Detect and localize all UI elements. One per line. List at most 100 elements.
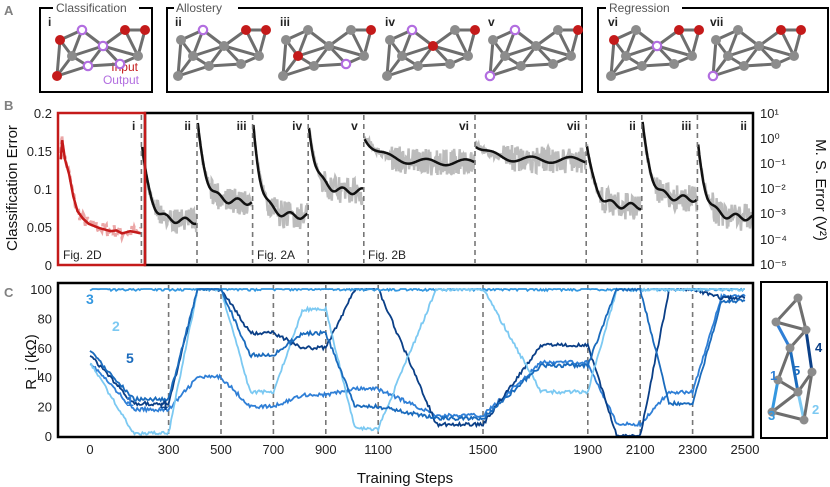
- inset-node: [771, 317, 781, 327]
- network-label-v: v: [488, 15, 495, 29]
- network-node: [621, 51, 631, 61]
- regression-title: Regression: [609, 1, 670, 15]
- input-node: [609, 35, 619, 45]
- network-edge: [297, 44, 330, 58]
- inset-resistor-edge: [770, 379, 780, 413]
- inset-edge: [796, 297, 808, 331]
- input-node: [470, 25, 480, 35]
- network-label-vii: vii: [710, 15, 723, 29]
- network-diagram: [382, 24, 480, 81]
- output-node: [406, 24, 418, 36]
- ms-error-line-ii: [585, 146, 641, 211]
- input-node: [796, 25, 806, 35]
- network-node: [500, 51, 510, 61]
- network-node: [771, 59, 781, 69]
- network-edge: [711, 39, 718, 77]
- input-node: [674, 25, 684, 35]
- xtick: 1100: [364, 442, 392, 457]
- network-node: [413, 61, 423, 71]
- resistance-series-5: [89, 287, 746, 422]
- network-node: [553, 25, 563, 35]
- resistance-ylabel: R_i (kΩ): [23, 334, 40, 389]
- ms-error-line-vi: [363, 138, 475, 167]
- input-node: [55, 35, 65, 45]
- ytick: 10⁻⁴: [760, 232, 787, 247]
- task-label: i: [132, 119, 135, 133]
- resistance-series-label: 4: [160, 397, 168, 413]
- network-node: [219, 41, 229, 51]
- network-diagram: [52, 24, 150, 81]
- resistance-series-label: 1: [126, 393, 134, 409]
- network-node: [548, 59, 558, 69]
- network-diagram: [606, 25, 704, 81]
- inset-resistor-edge: [796, 391, 806, 421]
- ms-error-line-ii: [140, 146, 197, 226]
- output-node: [340, 58, 352, 70]
- input-node: [428, 41, 438, 51]
- network-node: [606, 71, 616, 81]
- inset-edge-label: 2: [812, 402, 819, 417]
- network-edge: [417, 62, 451, 68]
- xtick: 0: [86, 442, 93, 457]
- network-edge: [489, 64, 522, 78]
- network-edge: [55, 39, 62, 77]
- network-node: [359, 51, 369, 61]
- network-edge: [71, 44, 104, 58]
- task-label: iii: [237, 119, 247, 133]
- ytick: 20: [38, 400, 52, 415]
- network-edge: [87, 62, 121, 68]
- panel-label-b: B: [4, 98, 13, 113]
- ytick: 0.2: [34, 106, 52, 121]
- ms-error-raw-vi: [363, 134, 476, 176]
- xtick: 1900: [573, 442, 602, 457]
- network-edge: [177, 64, 210, 78]
- task-label: ii: [184, 119, 191, 133]
- inset-node: [801, 325, 811, 335]
- network-node: [754, 41, 764, 51]
- ytick: 0.1: [34, 182, 52, 197]
- ms-error-raw-iv: [252, 127, 309, 230]
- ms-error-line-v: [307, 127, 364, 196]
- network-edge: [102, 44, 139, 58]
- network-edge: [656, 44, 693, 58]
- resistance-series-label: 3: [86, 291, 94, 307]
- inset-resistor-edge: [788, 347, 800, 393]
- ytick: 10⁻¹: [760, 156, 786, 171]
- panel-a-networks: Classification Allostery Regression i ii…: [39, 1, 829, 93]
- xtick: 500: [210, 442, 232, 457]
- xtick: 2100: [626, 442, 655, 457]
- ms-error-line-iv: [252, 124, 308, 221]
- classification-error-raw: [59, 135, 143, 244]
- network-node: [346, 25, 356, 35]
- ytick: 10¹: [760, 106, 779, 121]
- network-edge: [432, 44, 469, 58]
- annotation-fig-2b: Fig. 2B: [368, 248, 406, 262]
- inset-node: [773, 375, 783, 385]
- output-node: [114, 58, 126, 70]
- output-node: [97, 40, 109, 52]
- network-node: [733, 25, 743, 35]
- input-node: [120, 25, 130, 35]
- network-node: [739, 61, 749, 71]
- resistance-frame: [56, 281, 755, 439]
- task-label: vii: [567, 119, 580, 133]
- classification-yticks: 0.2 0.15 0.1 0.05 0: [27, 106, 52, 273]
- network-label-vi: vi: [608, 15, 618, 29]
- ytick: 10⁻³: [760, 206, 786, 221]
- network-label-i: i: [48, 15, 51, 29]
- inset-resistor-edge: [774, 321, 792, 349]
- inset-node: [785, 343, 795, 353]
- output-node: [651, 40, 663, 52]
- output-node: [484, 70, 496, 82]
- network-node: [188, 51, 198, 61]
- network-edge: [610, 64, 643, 78]
- ytick: 10⁰: [760, 131, 780, 146]
- input-node: [366, 25, 376, 35]
- network-diagram: [484, 24, 583, 82]
- network-node: [531, 41, 541, 51]
- network-node: [445, 59, 455, 69]
- ms-error-line-iii: [641, 121, 698, 203]
- resistance-series-label: 5: [126, 350, 134, 366]
- inset-edge: [802, 371, 814, 421]
